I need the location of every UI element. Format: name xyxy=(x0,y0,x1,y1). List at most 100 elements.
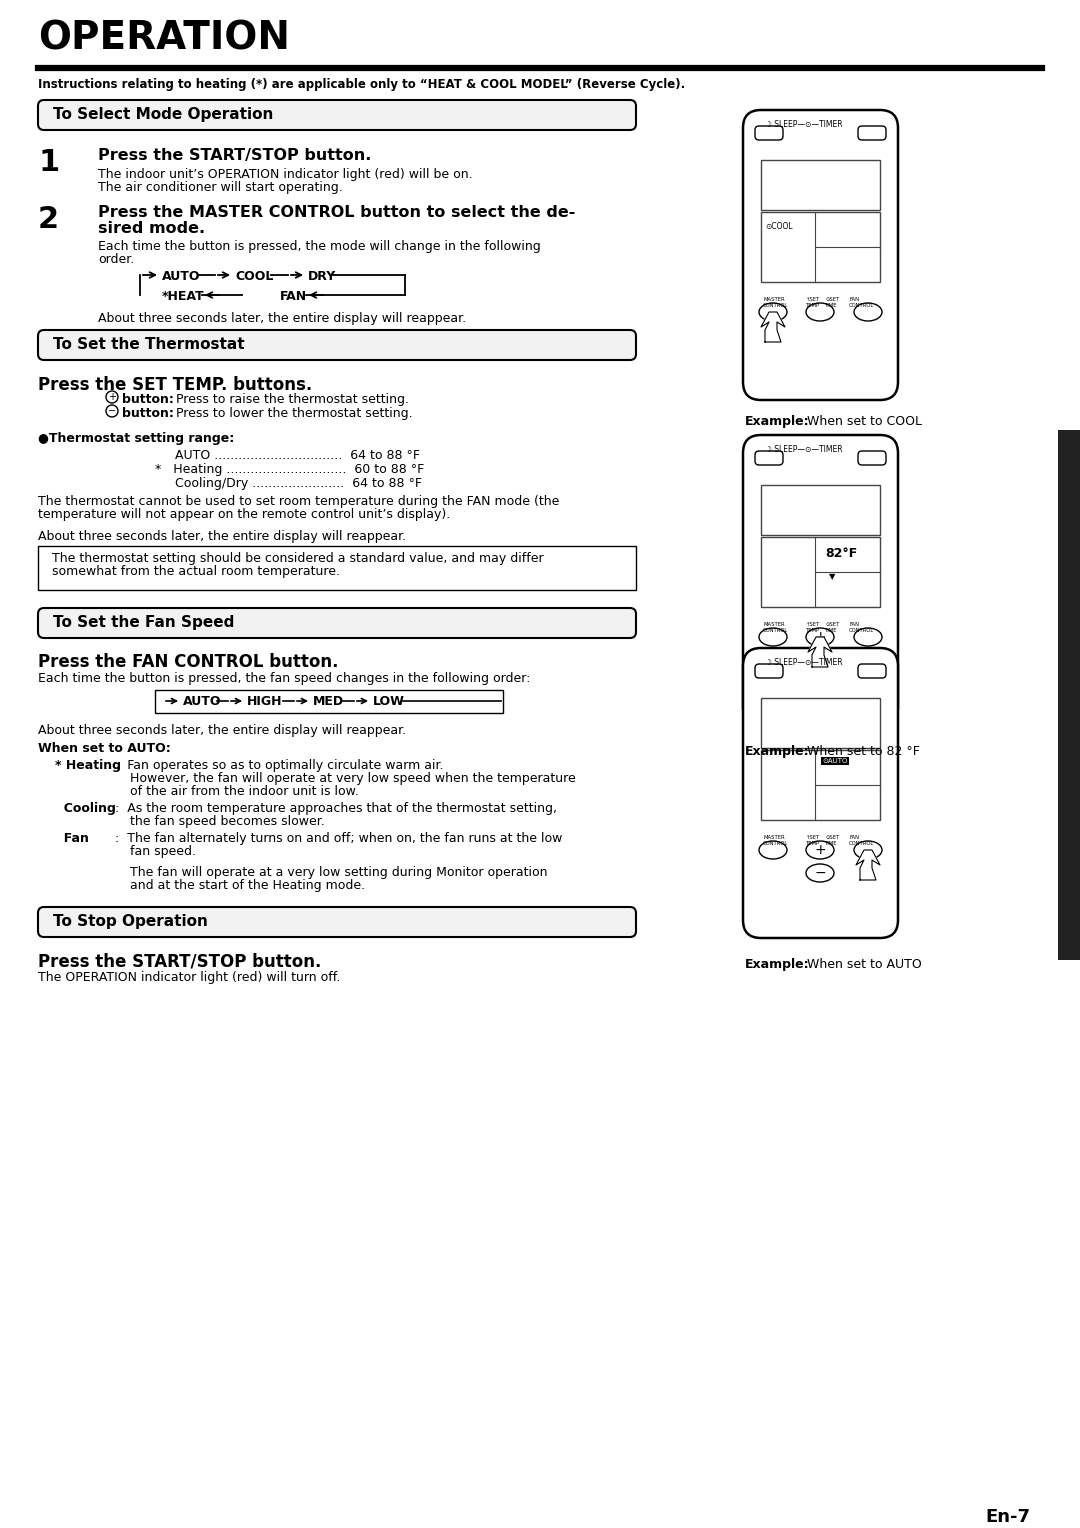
FancyBboxPatch shape xyxy=(743,648,897,938)
Text: AUTO: AUTO xyxy=(183,695,221,707)
Text: temperature will not appear on the remote control unit’s display).: temperature will not appear on the remot… xyxy=(38,507,450,521)
Text: +: + xyxy=(814,630,826,643)
FancyBboxPatch shape xyxy=(755,665,783,678)
Text: fan speed.: fan speed. xyxy=(130,845,195,859)
Text: When set to AUTO: When set to AUTO xyxy=(804,958,921,970)
Text: The thermostat cannot be used to set room temperature during the FAN mode (the: The thermostat cannot be used to set roo… xyxy=(38,495,559,507)
FancyBboxPatch shape xyxy=(38,99,636,130)
FancyBboxPatch shape xyxy=(755,125,783,141)
Text: When set to AUTO:: When set to AUTO: xyxy=(38,743,171,755)
Text: ⊙AUTO: ⊙AUTO xyxy=(823,758,848,764)
Text: When set to 82 °F: When set to 82 °F xyxy=(804,746,920,758)
Bar xyxy=(761,212,880,283)
Bar xyxy=(761,750,880,821)
Text: AUTO ................................  64 to 88 °F: AUTO ................................ 64… xyxy=(175,449,420,461)
FancyBboxPatch shape xyxy=(858,125,886,141)
Bar xyxy=(761,536,880,607)
Text: Example:: Example: xyxy=(745,746,810,758)
Text: −: − xyxy=(108,406,116,416)
Text: Instructions relating to heating (*) are applicable only to “HEAT & COOL MODEL” : Instructions relating to heating (*) are… xyxy=(38,78,685,92)
Text: 1: 1 xyxy=(38,148,59,177)
Text: FAN
CONTROL: FAN CONTROL xyxy=(849,834,875,847)
Polygon shape xyxy=(856,850,880,880)
Text: COOL: COOL xyxy=(235,270,273,283)
Text: Press the MASTER CONTROL button to select the de-: Press the MASTER CONTROL button to selec… xyxy=(98,205,576,220)
Ellipse shape xyxy=(854,303,882,321)
Text: MED: MED xyxy=(313,695,345,707)
Text: When set to COOL: When set to COOL xyxy=(804,416,922,428)
Text: MASTER
CONTROL: MASTER CONTROL xyxy=(762,834,788,847)
FancyBboxPatch shape xyxy=(858,665,886,678)
Text: ☽ SLEEP—⊙—TIMER: ☽ SLEEP—⊙—TIMER xyxy=(765,445,842,454)
Text: MASTER
CONTROL: MASTER CONTROL xyxy=(762,296,788,307)
FancyBboxPatch shape xyxy=(743,435,897,724)
Text: ⊙SET
TIME: ⊙SET TIME xyxy=(825,296,839,307)
Circle shape xyxy=(106,391,118,403)
Text: ↑SET
TEMP: ↑SET TEMP xyxy=(806,622,821,633)
Ellipse shape xyxy=(806,840,834,859)
Text: and at the start of the Heating mode.: and at the start of the Heating mode. xyxy=(130,879,365,892)
Text: ⊙AUTO: ⊙AUTO xyxy=(823,758,848,764)
Text: Press the FAN CONTROL button.: Press the FAN CONTROL button. xyxy=(38,652,338,671)
Ellipse shape xyxy=(759,303,787,321)
Text: AUTO: AUTO xyxy=(162,270,201,283)
Text: button:: button: xyxy=(122,406,174,420)
Text: +: + xyxy=(108,393,116,402)
Text: Press the SET TEMP. buttons.: Press the SET TEMP. buttons. xyxy=(38,376,312,394)
Ellipse shape xyxy=(806,303,834,321)
Text: To Select Mode Operation: To Select Mode Operation xyxy=(53,107,273,122)
Text: MASTER
CONTROL: MASTER CONTROL xyxy=(762,622,788,633)
Ellipse shape xyxy=(759,840,787,859)
Text: button:: button: xyxy=(122,393,174,406)
FancyBboxPatch shape xyxy=(38,608,636,639)
Text: :  The fan alternately turns on and off; when on, the fan runs at the low: : The fan alternately turns on and off; … xyxy=(114,833,563,845)
Text: OPERATION: OPERATION xyxy=(38,20,291,58)
Bar xyxy=(761,484,880,535)
Text: Example:: Example: xyxy=(745,958,810,970)
Text: FAN
CONTROL: FAN CONTROL xyxy=(849,296,875,307)
Text: FAN: FAN xyxy=(280,290,307,303)
Text: *HEAT: *HEAT xyxy=(162,290,204,303)
Text: somewhat from the actual room temperature.: somewhat from the actual room temperatur… xyxy=(52,565,340,578)
Text: LOW: LOW xyxy=(373,695,405,707)
Text: To Set the Fan Speed: To Set the Fan Speed xyxy=(53,614,234,630)
Text: ☽ SLEEP—⊙—TIMER: ☽ SLEEP—⊙—TIMER xyxy=(765,121,842,128)
FancyBboxPatch shape xyxy=(755,451,783,465)
Ellipse shape xyxy=(806,863,834,882)
Text: ⊙SET
TIME: ⊙SET TIME xyxy=(825,834,839,847)
Text: *   Heating ..............................  60 to 88 °F: * Heating ..............................… xyxy=(156,463,424,477)
Bar xyxy=(156,691,503,714)
Text: To Set the Thermostat: To Set the Thermostat xyxy=(53,338,245,351)
Ellipse shape xyxy=(854,840,882,859)
Text: ●Thermostat setting range:: ●Thermostat setting range: xyxy=(38,432,234,445)
Text: ⊙SET
TIME: ⊙SET TIME xyxy=(825,622,839,633)
Text: ↑SET
TEMP: ↑SET TEMP xyxy=(806,296,821,307)
FancyBboxPatch shape xyxy=(38,330,636,361)
Text: ☽ SLEEP—⊙—TIMER: ☽ SLEEP—⊙—TIMER xyxy=(765,659,842,668)
Text: The fan will operate at a very low setting during Monitor operation: The fan will operate at a very low setti… xyxy=(130,866,548,879)
Text: Fan: Fan xyxy=(55,833,89,845)
Text: The thermostat setting should be considered a standard value, and may differ: The thermostat setting should be conside… xyxy=(52,552,543,565)
Text: About three seconds later, the entire display will reappear.: About three seconds later, the entire di… xyxy=(38,530,406,542)
Text: The indoor unit’s OPERATION indicator light (red) will be on.: The indoor unit’s OPERATION indicator li… xyxy=(98,168,473,180)
Text: −: − xyxy=(814,866,826,880)
Text: Cooling: Cooling xyxy=(55,802,116,814)
Text: sired mode.: sired mode. xyxy=(98,222,205,235)
Text: order.: order. xyxy=(98,254,134,266)
Text: En-7: En-7 xyxy=(985,1508,1030,1526)
Text: Press the START/STOP button.: Press the START/STOP button. xyxy=(38,952,322,970)
Text: Each time the button is pressed, the mode will change in the following: Each time the button is pressed, the mod… xyxy=(98,240,541,254)
Text: ⊙COOL: ⊙COOL xyxy=(765,222,793,231)
Text: Press to raise the thermostat setting.: Press to raise the thermostat setting. xyxy=(176,393,409,406)
Text: * Heating: * Heating xyxy=(55,759,121,772)
Ellipse shape xyxy=(806,628,834,646)
Text: 82°F: 82°F xyxy=(825,547,858,559)
Text: Press the START/STOP button.: Press the START/STOP button. xyxy=(98,148,372,163)
Text: The air conditioner will start operating.: The air conditioner will start operating… xyxy=(98,180,342,194)
Text: The OPERATION indicator light (red) will turn off.: The OPERATION indicator light (red) will… xyxy=(38,970,340,984)
Ellipse shape xyxy=(759,628,787,646)
Text: Cooling/Dry .......................  64 to 88 °F: Cooling/Dry ....................... 64 t… xyxy=(175,477,422,490)
Ellipse shape xyxy=(854,628,882,646)
FancyBboxPatch shape xyxy=(743,110,897,400)
Bar xyxy=(761,160,880,209)
